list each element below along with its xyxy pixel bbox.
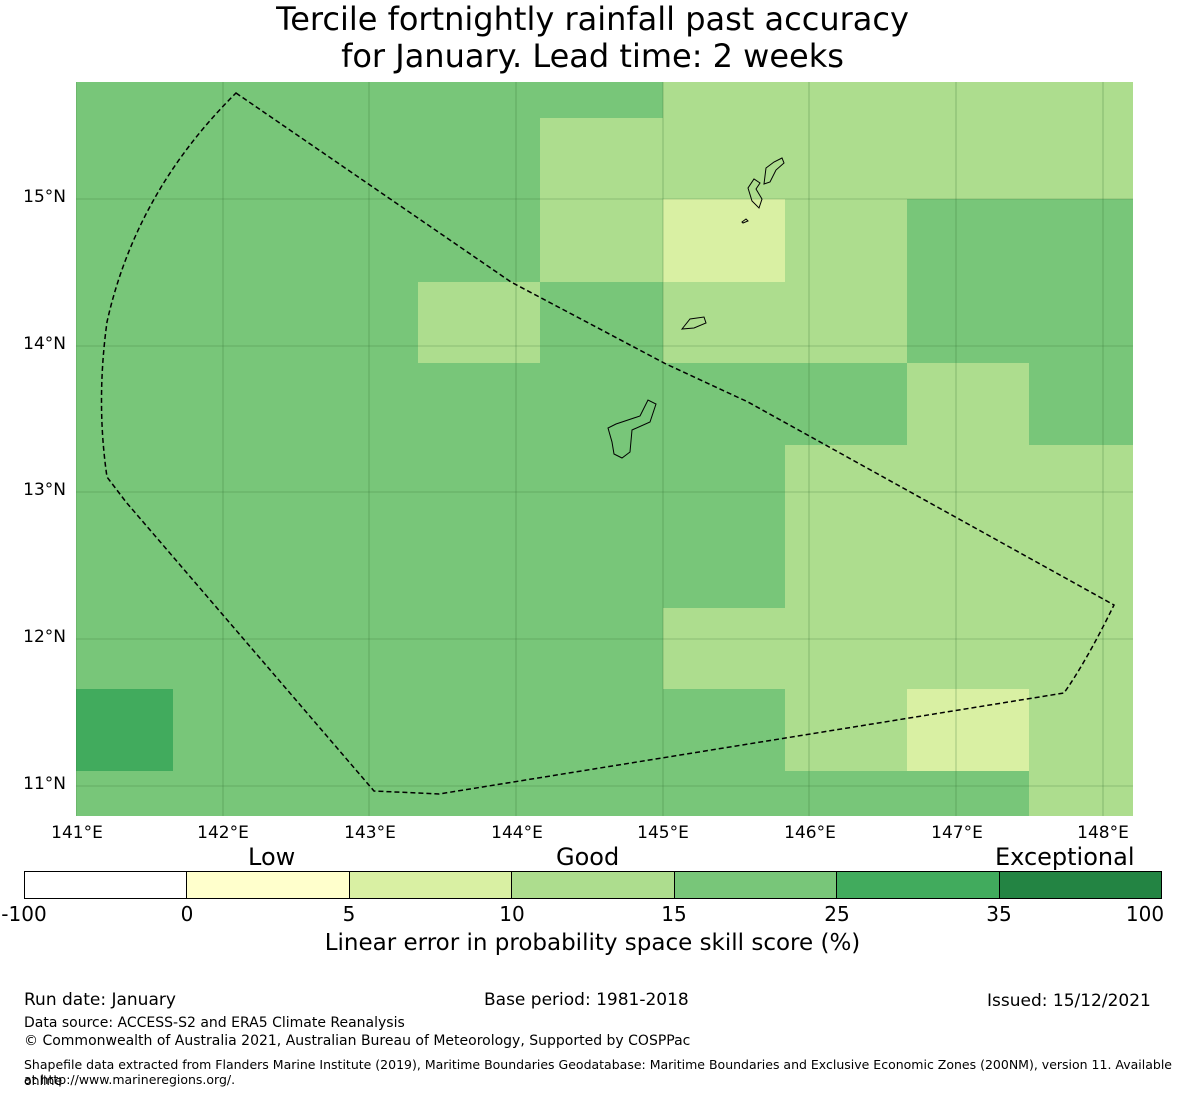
base-period: Base period: 1981-2018 — [484, 990, 689, 1010]
copyright: © Commonwealth of Australia 2021, Austra… — [24, 1033, 691, 1049]
colorbar-label: Linear error in probability space skill … — [324, 930, 861, 956]
map-title-line-2: for January. Lead time: 2 weeks — [341, 37, 844, 75]
lat-label: 12°N — [23, 627, 66, 647]
tinian-island — [747, 178, 763, 209]
islands — [607, 157, 785, 459]
lon-label: 142°E — [197, 823, 249, 843]
colorbar-segment — [999, 871, 1162, 899]
colorbar-tick: 10 — [499, 902, 525, 926]
guam-island — [607, 399, 657, 459]
colorbar-tick: 35 — [986, 902, 1012, 926]
lon-label: 146°E — [784, 823, 836, 843]
colorbar-tick: 5 — [342, 902, 356, 926]
cell — [907, 282, 1029, 363]
lon-label: 141°E — [51, 823, 103, 843]
colorbar-segment — [674, 871, 837, 899]
lon-label: 143°E — [344, 823, 396, 843]
colorbar-segment — [511, 871, 675, 899]
rota-island — [680, 316, 707, 330]
lat-label: 14°N — [23, 334, 66, 354]
colorbar-segment — [186, 871, 350, 899]
category-good: Good — [556, 843, 620, 871]
map-title-line-1: Tercile fortnightly rainfall past accura… — [276, 0, 909, 38]
cell — [418, 282, 540, 363]
cell — [1029, 199, 1133, 445]
skill-map — [76, 82, 1133, 816]
cell — [663, 608, 1133, 689]
colorbar-tick: 25 — [824, 902, 850, 926]
eez-boundary — [100, 92, 1115, 795]
cell — [663, 199, 785, 282]
cell — [663, 82, 1133, 199]
colorbar-segment — [24, 871, 187, 899]
issued-date: Issued: 15/12/2021 — [987, 991, 1151, 1011]
lon-label: 147°E — [931, 823, 983, 843]
lat-label: 13°N — [23, 480, 66, 500]
cell — [1029, 771, 1133, 816]
graticule — [76, 82, 1133, 816]
colorbar-tick: 15 — [661, 902, 687, 926]
lat-label: 11°N — [23, 774, 66, 794]
colorbar-segment — [349, 871, 512, 899]
lon-label: 144°E — [491, 823, 543, 843]
run-date: Run date: January — [24, 990, 176, 1010]
category-low: Low — [248, 843, 296, 871]
category-exceptional: Exceptional — [995, 843, 1135, 871]
aguijan-island — [741, 218, 749, 224]
saipan-island — [763, 157, 785, 185]
cell — [907, 689, 1029, 771]
colorbar-segment — [836, 871, 1000, 899]
cell — [540, 118, 663, 282]
shapefile-credit-line-1: Shapefile data extracted from Flanders M… — [24, 1057, 1172, 1088]
colorbar-tick: 0 — [180, 902, 194, 926]
data-source: Data source: ACCESS-S2 and ERA5 Climate … — [24, 1015, 405, 1031]
colorbar — [24, 871, 1162, 899]
colorbar-tick: 100 — [1125, 902, 1165, 926]
skill-5-10-cells — [663, 199, 1029, 771]
shapefile-credit-line-2: at http://www.marineregions.org/. — [24, 1072, 236, 1087]
colorbar-tick: -100 — [1, 902, 47, 926]
lat-label: 15°N — [23, 187, 66, 207]
lon-label: 148°E — [1077, 823, 1129, 843]
cell — [785, 445, 1133, 608]
skill-15-25-cells — [907, 199, 1133, 445]
skill-25-35-cell — [76, 689, 173, 771]
lon-label: 145°E — [637, 823, 689, 843]
